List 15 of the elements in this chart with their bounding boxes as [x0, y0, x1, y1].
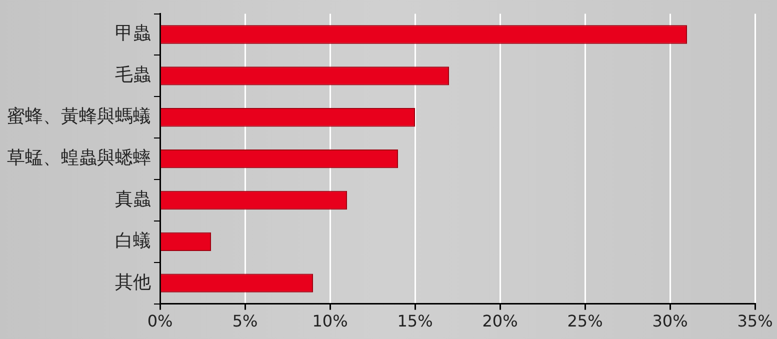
x-tick-label: 30%: [652, 312, 688, 331]
y-tick-label: 其他: [115, 272, 151, 293]
x-tick-label: 0%: [147, 312, 173, 331]
x-tick-label: 15%: [397, 312, 433, 331]
y-tick-label: 毛蟲: [115, 64, 151, 86]
y-tick-label: 白蟻: [115, 230, 151, 252]
x-tick-label: 5%: [232, 312, 258, 331]
x-tick-label: 35%: [737, 312, 773, 331]
y-tick-label: 甲蟲: [115, 23, 151, 44]
y-tick-label: 蜜蜂、黃蜂與螞蟻: [7, 106, 151, 128]
y-tick-label: 草蜢、蝗蟲與蟋蟀: [7, 147, 151, 168]
x-tick-label: 20%: [482, 312, 518, 331]
x-tick-label: 10%: [312, 312, 348, 331]
y-tick-label: 真蟲: [115, 188, 151, 210]
x-tick-label: 25%: [567, 312, 603, 331]
